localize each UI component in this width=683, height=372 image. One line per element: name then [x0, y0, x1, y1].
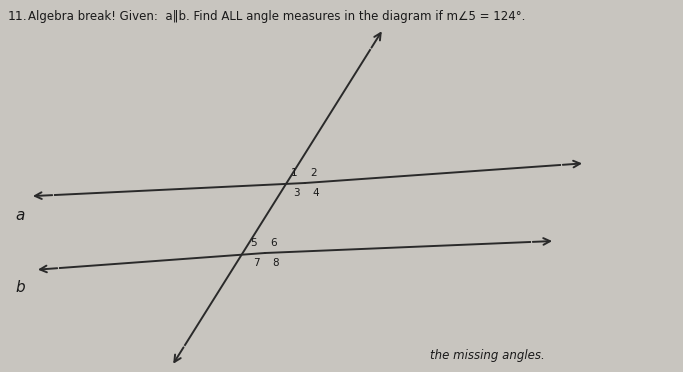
Text: the missing angles.: the missing angles.: [430, 349, 545, 362]
Text: 3: 3: [293, 188, 299, 198]
Text: 2: 2: [311, 168, 318, 178]
Text: 6: 6: [270, 238, 277, 248]
Text: 1: 1: [291, 168, 297, 178]
Text: 8: 8: [273, 258, 279, 268]
Text: 4: 4: [313, 188, 320, 198]
Text: 5: 5: [251, 238, 257, 248]
Text: 7: 7: [253, 258, 260, 268]
Text: a: a: [15, 208, 25, 222]
Text: 11.: 11.: [8, 10, 28, 23]
Text: b: b: [15, 280, 25, 295]
Text: Algebra break! Given:  a‖b. Find ALL angle measures in the diagram if m∠5 = 124°: Algebra break! Given: a‖b. Find ALL angl…: [28, 10, 525, 23]
